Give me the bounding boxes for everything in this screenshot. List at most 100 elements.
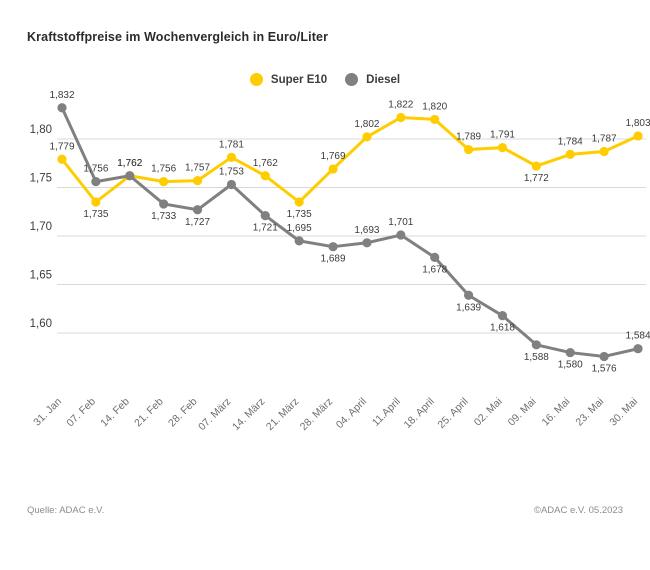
data-point-label: 1,779 xyxy=(49,141,74,152)
data-point[interactable] xyxy=(226,179,237,190)
x-axis-tick-label: 11.April xyxy=(370,396,403,429)
data-point-label: 1,791 xyxy=(490,130,515,141)
data-point[interactable] xyxy=(396,112,406,123)
x-axis-tick-label: 21. Feb xyxy=(132,396,166,430)
x-axis-tick-label: 02. Mai xyxy=(472,396,505,429)
data-point-label: 1,787 xyxy=(592,133,617,144)
data-point[interactable] xyxy=(599,146,609,157)
data-point[interactable] xyxy=(565,347,575,358)
data-point[interactable] xyxy=(57,154,67,164)
y-axis-tick-label: 1,70 xyxy=(30,221,52,233)
data-point[interactable] xyxy=(159,199,169,209)
data-point-label: 1,769 xyxy=(321,151,346,162)
data-point-label: 1,753 xyxy=(219,167,244,178)
x-axis-tick-label: 23. Mai xyxy=(573,396,606,429)
data-point[interactable] xyxy=(599,351,609,362)
data-point-label: 1,789 xyxy=(456,132,481,143)
data-point[interactable] xyxy=(396,230,406,240)
data-point[interactable] xyxy=(226,152,237,162)
x-axis-tick-label: 09. Mai xyxy=(506,396,539,429)
data-point[interactable] xyxy=(430,252,440,262)
x-axis-tick-label: 18. April xyxy=(402,396,437,431)
data-point-label: 1,832 xyxy=(49,90,74,101)
data-point-label: 1,781 xyxy=(219,139,244,150)
data-point-label: 1,802 xyxy=(354,119,379,130)
footer-copyright: ©ADAC e.V. 05.2023 xyxy=(533,505,623,516)
data-point[interactable] xyxy=(362,132,372,142)
data-point-label: 1,584 xyxy=(625,331,650,342)
data-point-label: 1,695 xyxy=(287,223,312,234)
data-point[interactable] xyxy=(362,238,372,248)
data-point[interactable] xyxy=(125,171,135,181)
data-point[interactable] xyxy=(463,144,474,155)
data-point[interactable] xyxy=(633,131,643,141)
footer-source: Quelle: ADAC e.V. xyxy=(27,505,105,516)
data-point[interactable] xyxy=(91,177,101,187)
x-axis-tick-label: 25. April xyxy=(435,396,470,431)
data-point-label: 1,784 xyxy=(558,136,583,147)
y-axis-tick-labels: 1,60 1,65 1,70 1,75 1,80 xyxy=(30,124,52,330)
y-axis-tick-label: 1,65 xyxy=(30,270,52,282)
data-point-label: 1,762 xyxy=(117,158,142,169)
data-point-label: 1,693 xyxy=(354,225,379,236)
data-point-label: 1,618 xyxy=(490,323,515,334)
data-point[interactable] xyxy=(294,236,304,246)
series-layer xyxy=(57,103,643,362)
data-point-label: 1,757 xyxy=(185,163,210,174)
series-line-super-e10 xyxy=(60,115,640,204)
data-point[interactable] xyxy=(565,149,575,159)
data-point-label: 1,762 xyxy=(117,158,142,169)
data-point-label: 1,733 xyxy=(151,211,176,222)
data-point[interactable] xyxy=(531,161,541,171)
x-axis-tick-label: 21. März xyxy=(264,396,301,433)
data-point-label: 1,756 xyxy=(151,164,176,175)
x-axis-tick-label: 28. Feb xyxy=(166,396,200,430)
data-point-label: 1,735 xyxy=(83,209,108,220)
data-point-label: 1,580 xyxy=(558,360,583,371)
data-point[interactable] xyxy=(57,103,67,113)
data-point-label: 1,639 xyxy=(456,302,481,313)
data-point[interactable] xyxy=(260,211,270,221)
data-point-label: 1,588 xyxy=(524,352,549,363)
data-point[interactable] xyxy=(260,171,270,181)
data-point[interactable] xyxy=(192,205,203,215)
x-axis-tick-label: 14. März xyxy=(230,396,267,433)
data-point[interactable] xyxy=(463,290,474,300)
data-point[interactable] xyxy=(633,344,643,354)
y-axis-tick-label: 1,80 xyxy=(30,124,52,136)
data-point[interactable] xyxy=(294,197,304,207)
x-axis-tick-label: 16. Mai xyxy=(540,396,573,429)
y-axis-tick-label: 1,75 xyxy=(30,172,52,184)
data-point[interactable] xyxy=(91,197,101,207)
y-axis-tick-label: 1,60 xyxy=(30,318,52,330)
data-point[interactable] xyxy=(430,114,440,125)
data-point-label: 1,762 xyxy=(253,158,278,169)
data-point-label: 1,772 xyxy=(524,173,549,184)
data-point[interactable] xyxy=(328,242,338,252)
data-point[interactable] xyxy=(497,143,508,153)
data-point-label: 1,822 xyxy=(388,99,413,110)
data-point[interactable] xyxy=(159,177,169,187)
data-point-label: 1,727 xyxy=(185,217,210,228)
data-point-label: 1,803 xyxy=(625,118,650,129)
data-point[interactable] xyxy=(192,176,203,186)
data-point-label: 1,576 xyxy=(592,363,617,374)
data-point[interactable] xyxy=(328,164,338,174)
data-point[interactable] xyxy=(497,311,508,321)
data-point-label: 1,678 xyxy=(422,264,447,275)
x-axis-tick-label: 14. Feb xyxy=(98,396,132,430)
x-axis-tick-label: 07. Feb xyxy=(64,396,98,430)
data-point-label: 1,689 xyxy=(321,254,346,265)
x-axis-tick-label: 31. Jan xyxy=(31,396,64,429)
x-axis-tick-label: 30. Mai xyxy=(607,396,640,429)
grid-layer xyxy=(57,138,646,334)
x-axis-tick-label: 28. März xyxy=(298,396,335,433)
data-point-label: 1,820 xyxy=(422,101,447,112)
series-line-diesel xyxy=(60,106,640,358)
data-point-label: 1,721 xyxy=(253,223,278,234)
x-axis-tick-label: 04. April xyxy=(334,396,369,431)
data-point-label: 1,701 xyxy=(388,217,413,228)
data-point[interactable] xyxy=(531,340,541,350)
